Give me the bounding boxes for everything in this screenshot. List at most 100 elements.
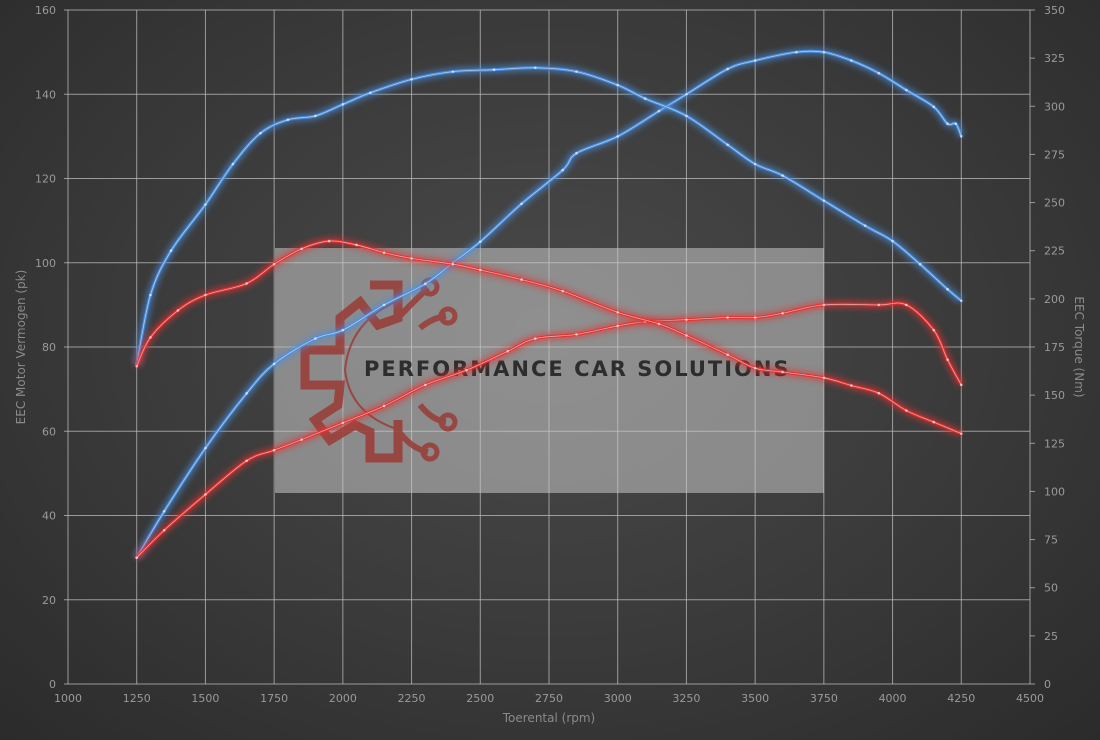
- stock-torque-point: [204, 293, 207, 297]
- tuned-power-point: [520, 202, 523, 206]
- stock-torque-point: [478, 268, 482, 272]
- tuned-torque-point: [533, 66, 537, 70]
- stock-power-point: [424, 383, 427, 387]
- stock-power-point: [616, 324, 620, 328]
- y2-tick-label: 100: [1044, 485, 1065, 498]
- stock-torque-point: [657, 322, 661, 326]
- tuned-torque-point: [231, 162, 235, 166]
- tuned-torque-point: [918, 262, 922, 266]
- tuned-torque-point: [753, 162, 757, 166]
- stock-power-point: [685, 318, 688, 321]
- tuned-torque-point: [616, 83, 620, 87]
- x-tick-label: 4500: [1016, 692, 1044, 705]
- x-tick-label: 4000: [879, 692, 907, 705]
- stock-power-point: [465, 368, 468, 372]
- tuned-torque-point: [959, 299, 963, 303]
- stock-torque-point: [300, 247, 303, 251]
- x-tick-label: 3750: [810, 692, 838, 705]
- x-tick-label: 3250: [672, 692, 700, 705]
- stock-power-point: [932, 328, 936, 332]
- tuned-power-point: [822, 50, 826, 54]
- tuned-power-point: [795, 50, 798, 54]
- tuned-power-point: [575, 151, 578, 155]
- stock-torque-point: [149, 336, 152, 339]
- x-tick-label: 1750: [260, 692, 288, 705]
- tuned-power-point: [946, 122, 949, 126]
- stock-power-point: [506, 349, 510, 353]
- stock-power-point: [575, 333, 578, 336]
- stock-torque-point: [685, 334, 688, 337]
- tuned-power-point: [424, 282, 427, 286]
- y2-tick-label: 50: [1044, 582, 1058, 595]
- tuned-torque-point: [575, 70, 578, 73]
- y2-tick-label: 175: [1044, 341, 1065, 354]
- y2-tick-label: 125: [1044, 437, 1065, 450]
- stock-torque-point: [410, 257, 413, 260]
- tuned-torque-point: [643, 97, 647, 100]
- stock-power-point: [726, 316, 729, 319]
- x-tick-label: 1250: [123, 692, 151, 705]
- stock-power-point: [272, 448, 276, 452]
- stock-power-point: [300, 438, 303, 441]
- grid: [64, 9, 1035, 685]
- stock-torque-point: [753, 366, 757, 370]
- tuned-power-point: [162, 509, 166, 513]
- tuned-torque-point: [781, 174, 784, 177]
- stock-power-point: [204, 493, 207, 496]
- stock-power-point: [822, 303, 826, 307]
- tuned-power-point: [954, 122, 958, 126]
- tuned-power-point: [272, 362, 276, 366]
- stock-power-point: [533, 337, 537, 340]
- stock-torque-point: [245, 282, 248, 285]
- tuned-torque-point: [410, 78, 413, 81]
- x-tick-label: 3500: [741, 692, 769, 705]
- stock-torque-point: [327, 239, 331, 243]
- stock-torque-point: [932, 420, 936, 424]
- stock-torque-point: [272, 262, 276, 266]
- stock-power-point: [382, 404, 386, 408]
- stock-power-point: [959, 383, 963, 387]
- y2-tick-label: 75: [1044, 534, 1058, 547]
- y2-tick-label: 300: [1044, 100, 1065, 113]
- tuned-torque-point: [822, 199, 826, 202]
- stock-power-point: [946, 358, 949, 361]
- stock-power-point: [135, 556, 139, 559]
- tuned-power-point: [959, 135, 963, 138]
- y-tick-label: 60: [42, 425, 56, 438]
- tuned-torque-point: [204, 203, 207, 206]
- x-tick-label: 1500: [191, 692, 219, 705]
- tuned-torque-point: [685, 114, 688, 118]
- x-tick-label: 2250: [398, 692, 426, 705]
- x-tick-label: 4250: [947, 692, 975, 705]
- y2-tick-label: 225: [1044, 245, 1065, 258]
- tuned-power-point: [932, 105, 936, 109]
- y2-axis-title: EEC Torque (Nm): [1072, 296, 1086, 397]
- tuned-torque-point: [149, 293, 152, 297]
- tuned-power-point: [905, 88, 908, 92]
- y-tick-label: 100: [35, 257, 56, 270]
- tuned-torque-point: [946, 287, 949, 291]
- y2-tick-label: 0: [1044, 678, 1051, 691]
- stock-torque-point: [355, 243, 358, 247]
- x-tick-label: 1000: [54, 692, 82, 705]
- stock-torque-point: [781, 370, 784, 374]
- y-tick-label: 0: [49, 678, 56, 691]
- tuned-power-highlight: [136, 50, 962, 558]
- x-axis-title: Toerental (rpm): [502, 711, 595, 725]
- stock-power-point: [245, 459, 248, 463]
- stock-power-point: [781, 312, 784, 315]
- stock-torque-point: [905, 409, 908, 412]
- x-tick-label: 2000: [329, 692, 357, 705]
- stock-power-point: [877, 303, 881, 307]
- y2-tick-label: 350: [1044, 4, 1065, 17]
- tuned-power-point: [877, 71, 881, 75]
- tick-labels: 1000 1250 1500 1750 2000 2250 2500 2750 3000 3250…: [35, 4, 1065, 705]
- stock-power-point: [753, 316, 757, 319]
- y-tick-label: 120: [35, 173, 56, 186]
- tuned-torque-point: [726, 143, 729, 147]
- stock-power-point: [162, 528, 166, 532]
- stock-torque-point: [135, 364, 139, 368]
- stock-power-point: [341, 421, 345, 425]
- stock-torque-point: [850, 384, 853, 387]
